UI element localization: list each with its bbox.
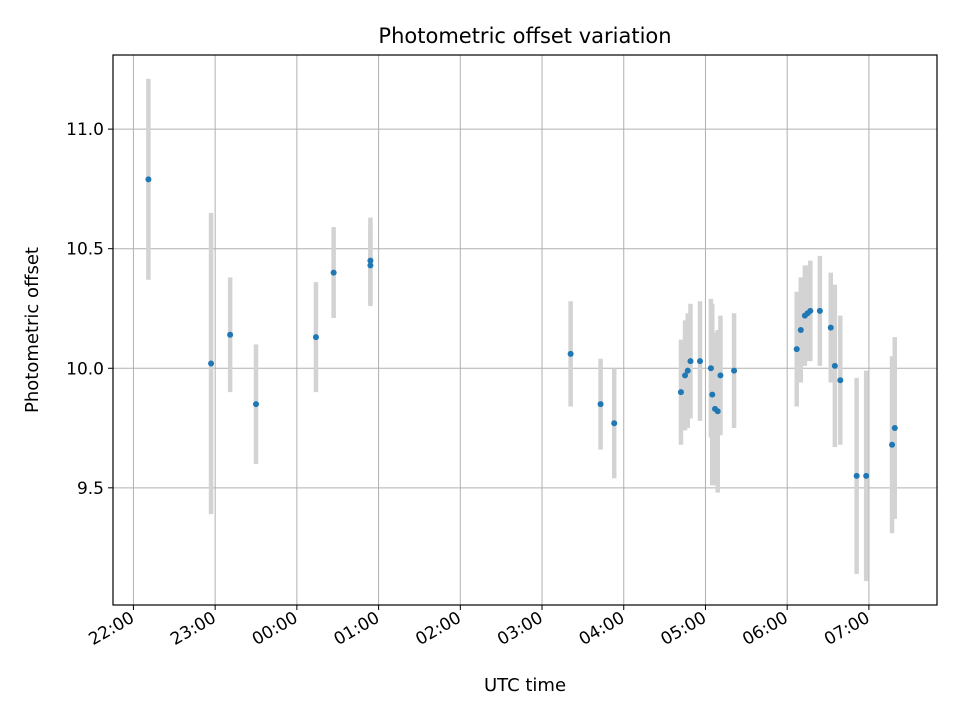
data-point (714, 408, 721, 415)
data-point (145, 176, 152, 183)
plot-frame (112, 54, 938, 606)
data-point (687, 358, 694, 365)
data-point (611, 420, 618, 427)
x-axis-label: UTC time (484, 675, 566, 696)
data-point (709, 391, 716, 398)
data-point (853, 472, 860, 479)
data-point (863, 472, 870, 479)
data-point (677, 389, 684, 396)
data-point (227, 331, 234, 338)
data-point (891, 425, 898, 432)
data-point (717, 372, 724, 379)
data-point (797, 327, 804, 333)
y-tick-label: 10.5 (66, 240, 104, 260)
y-tick-label: 10.0 (66, 359, 104, 379)
data-point (831, 362, 838, 369)
data-point (682, 372, 689, 379)
data-point (253, 401, 260, 408)
data-point (697, 358, 704, 365)
data-point (889, 441, 896, 448)
y-axis-label: Photometric offset (22, 247, 43, 413)
chart-title: Photometric offset variation (378, 24, 671, 48)
data-point (684, 367, 691, 374)
data-points (145, 176, 898, 479)
data-point (793, 346, 800, 353)
data-point (816, 307, 823, 314)
data-point (837, 377, 844, 384)
data-point (367, 262, 374, 269)
y-tick-label: 9.5 (77, 479, 104, 499)
data-point (807, 307, 814, 314)
y-tick-label: 11.0 (66, 120, 104, 140)
data-point (567, 350, 574, 357)
data-point (312, 334, 319, 341)
data-point (330, 269, 337, 276)
data-point (827, 324, 834, 331)
grid (113, 55, 937, 605)
data-point (707, 365, 714, 372)
data-point (597, 401, 604, 408)
data-point (367, 257, 374, 264)
data-point (731, 367, 738, 374)
data-point (208, 360, 215, 367)
